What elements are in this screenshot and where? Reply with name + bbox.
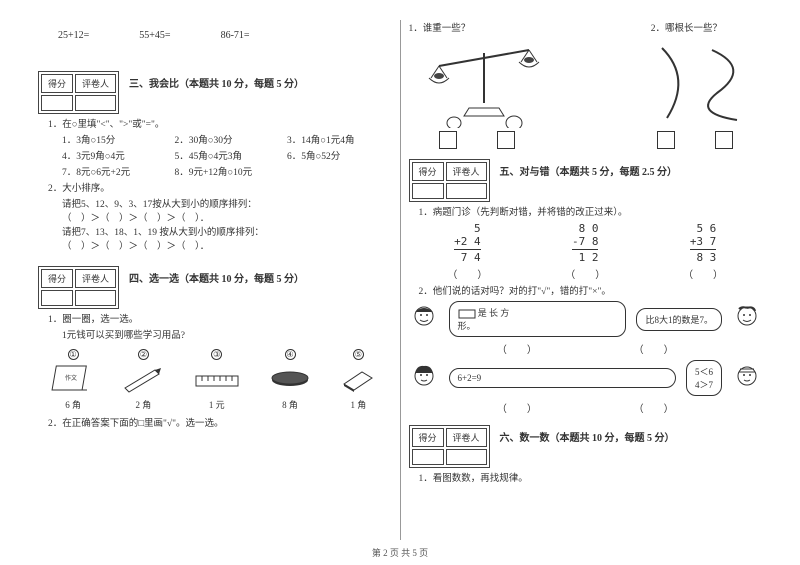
speech-bubble: 5＜64＞7 xyxy=(686,360,722,396)
item-pen: ④ 8 角 xyxy=(268,349,312,411)
num-icon: ② xyxy=(138,349,149,360)
section-5-title: 五、对与错（本题共 5 分，每题 2.5 分） xyxy=(500,163,678,178)
paren: （ ） xyxy=(497,400,537,415)
s3-chain2: （ ）＞（ ）＞（ ）＞（ ）． xyxy=(62,238,392,252)
score-box-4: 得分评卷人 xyxy=(38,266,119,309)
score-box-3: 得分评卷人 xyxy=(38,71,119,114)
section-6-title: 六、数一数（本题共 10 分，每题 5 分） xyxy=(500,429,675,444)
score-label: 得分 xyxy=(412,428,444,447)
grader-label: 评卷人 xyxy=(446,428,487,447)
answer-box[interactable] xyxy=(439,131,457,149)
speech-bubble: 比8大1的数是7。 xyxy=(636,308,722,331)
child-icon xyxy=(732,363,762,393)
s3-item: 5．45角○4元3角 xyxy=(175,148,280,162)
section-3-title: 三、我会比（本题共 10 分，每题 5 分） xyxy=(129,75,304,90)
price: 6 角 xyxy=(51,398,95,411)
page-footer: 第 2 页 共 5 页 xyxy=(0,546,800,559)
grader-label: 评卷人 xyxy=(75,269,116,288)
answer-box[interactable] xyxy=(657,131,675,149)
price: 1 角 xyxy=(338,398,378,411)
s3-q1: 1．在○里填"<"、">"或"="。 xyxy=(48,116,392,130)
section-4-title: 四、选一选（本题共 10 分，每题 5 分） xyxy=(129,270,304,285)
answer-box[interactable] xyxy=(497,131,515,149)
s3-item: 1．3角○15分 xyxy=(62,132,167,146)
item-eraser: ⑤ 1 角 xyxy=(338,349,378,411)
s3-chain: （ ）＞（ ）＞（ ）＞（ ）． xyxy=(62,210,392,224)
paren: （ ） xyxy=(683,266,723,281)
child-icon xyxy=(732,304,762,334)
s3-item: 6．5角○52分 xyxy=(287,148,392,162)
price: 2 角 xyxy=(121,398,165,411)
expr-2: 55+45= xyxy=(139,30,170,41)
left-column: 25+12= 55+45= 86-71= 得分评卷人 三、我会比（本题共 10 … xyxy=(30,20,401,540)
score-label: 得分 xyxy=(412,162,444,181)
calc-3: 5 6+3 78 3 xyxy=(690,222,717,264)
child-icon xyxy=(409,363,439,393)
s3-item: 8．9元+12角○10元 xyxy=(175,164,280,178)
s4-q1: 1．圈一圈，选一选。 xyxy=(48,311,392,325)
score-box-5: 得分评卷人 xyxy=(409,159,490,202)
s6-q1: 1．看图数数，再找规律。 xyxy=(419,470,763,484)
child-icon xyxy=(409,304,439,334)
num-icon: ① xyxy=(68,349,79,360)
s3-item: 4．3元9角○4元 xyxy=(62,148,167,162)
shop-items: ① 作文 6 角 ② 2 角 ③ 1 元 ④ 8 角 ⑤ xyxy=(38,349,392,411)
curves xyxy=(642,38,762,149)
price: 1 元 xyxy=(192,398,242,411)
score-label: 得分 xyxy=(41,269,73,288)
s3-q2b: 请把7、13、18、1、19 按从大到小的顺序排列： xyxy=(62,224,392,238)
expr-3: 86-71= xyxy=(221,30,250,41)
paren: （ ） xyxy=(497,341,537,356)
r-q1: 1．谁重一些？ xyxy=(409,20,471,34)
grader-label: 评卷人 xyxy=(446,162,487,181)
right-column: 1．谁重一些？ 2．哪根长一些？ xyxy=(401,20,771,540)
s3-q2: 2．大小排序。 xyxy=(48,180,392,194)
paren: （ ） xyxy=(447,266,487,281)
paren: （ ） xyxy=(634,341,674,356)
answer-box[interactable] xyxy=(715,131,733,149)
item-pencil: ② 2 角 xyxy=(121,349,165,411)
expr-1: 25+12= xyxy=(58,30,89,41)
calc-1: 5+2 47 4 xyxy=(454,222,481,264)
grader-label: 评卷人 xyxy=(75,74,116,93)
s3-item: 3．14角○1元4角 xyxy=(287,132,392,146)
paren: （ ） xyxy=(634,400,674,415)
item-book: ① 作文 6 角 xyxy=(51,349,95,411)
svg-text:作文: 作文 xyxy=(65,374,77,382)
s3-q2a: 请把5、12、9、3、17按从大到小的顺序排列： xyxy=(62,196,392,210)
r-q2: 2．哪根长一些？ xyxy=(651,20,722,34)
s4-q2: 2．在正确答案下面的□里画"√"。选一选。 xyxy=(48,415,392,429)
num-icon: ③ xyxy=(211,349,222,360)
item-ruler: ③ 1 元 xyxy=(192,349,242,411)
s5-q1: 1．病题门诊（先判断对错，并将错的改正过来）。 xyxy=(419,204,763,218)
score-label: 得分 xyxy=(41,74,73,93)
speech-bubble: 是 长 方形。 xyxy=(449,301,627,337)
balance-scale xyxy=(409,38,559,149)
s3-item: 7．8元○6元+2元 xyxy=(62,164,167,178)
s5-q2: 2．他们说的话对吗？对的打"√"，错的打"×"。 xyxy=(419,283,763,297)
calc-2: 8 0-7 81 2 xyxy=(572,222,599,264)
score-box-6: 得分评卷人 xyxy=(409,425,490,468)
num-icon: ④ xyxy=(285,349,296,360)
paren: （ ） xyxy=(565,266,605,281)
num-icon: ⑤ xyxy=(353,349,364,360)
s4-q1s: 1元钱可以买到哪些学习用品? xyxy=(62,327,392,341)
speech-bubble: 6+2=9 xyxy=(449,368,676,388)
s3-item: 2．30角○30分 xyxy=(175,132,280,146)
price: 8 角 xyxy=(268,398,312,411)
